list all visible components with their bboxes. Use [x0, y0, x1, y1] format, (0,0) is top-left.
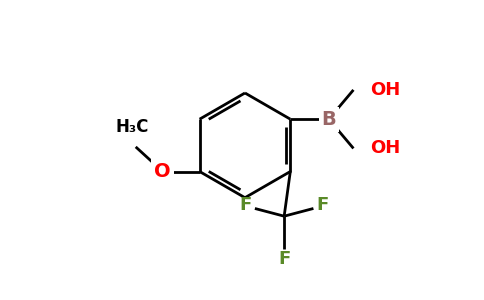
- Text: F: F: [317, 196, 329, 214]
- Text: B: B: [321, 110, 336, 129]
- Text: F: F: [278, 250, 290, 268]
- Text: H₃C: H₃C: [115, 118, 149, 136]
- Text: OH: OH: [370, 140, 401, 158]
- Text: F: F: [240, 196, 252, 214]
- Text: O: O: [154, 162, 171, 181]
- Text: OH: OH: [370, 81, 401, 99]
